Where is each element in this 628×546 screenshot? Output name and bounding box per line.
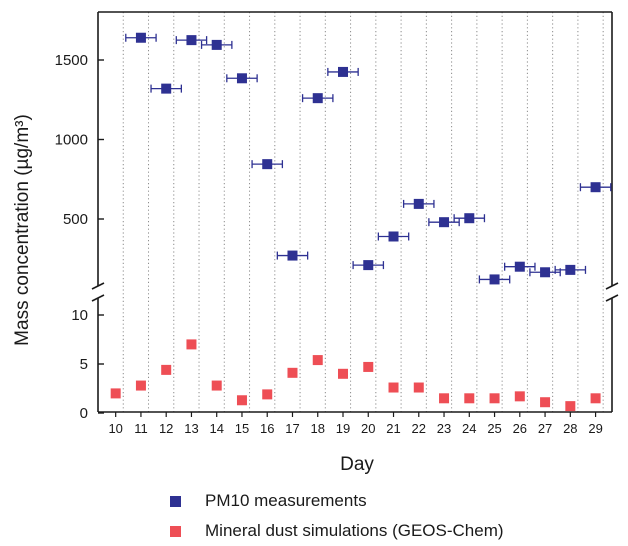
plot-frame (91, 11, 619, 413)
legend-item-pm10: PM10 measurements (170, 486, 504, 516)
y-tick-label: 10 (71, 307, 88, 324)
x-tick-label: 27 (538, 421, 552, 436)
dust-point (262, 389, 273, 400)
dust-point (540, 397, 551, 408)
data-marks (110, 32, 612, 412)
dust-point (287, 367, 298, 378)
pm10-point (211, 39, 222, 50)
y-tick-label: 500 (63, 211, 88, 228)
x-tick-label: 14 (209, 421, 223, 436)
axis-break-mark (91, 282, 105, 290)
pm10-point (590, 182, 601, 193)
x-axis-title: Day (340, 454, 374, 475)
x-tick-label: 17 (285, 421, 299, 436)
pm10-point (186, 35, 197, 46)
dust-point (363, 361, 374, 372)
legend-marker-dust (170, 525, 181, 537)
pm10-point (363, 260, 374, 271)
pm10-point (489, 274, 500, 285)
x-tick-label: 25 (487, 421, 501, 436)
dust-point (211, 380, 222, 391)
y-axis-ticks: 500 1000 1500 0 5 10 (55, 52, 104, 422)
legend-marker-pm10 (170, 495, 181, 507)
dust-point (186, 339, 197, 350)
dust-point (590, 393, 601, 404)
axis-break-mark (91, 294, 105, 302)
dust-point (439, 393, 450, 404)
x-tick-label: 22 (412, 421, 426, 436)
x-tick-label: 11 (134, 421, 148, 436)
y-tick-label: 1500 (55, 52, 88, 69)
pm10-point (287, 250, 298, 261)
x-tick-label: 21 (386, 421, 400, 436)
legend-label-pm10: PM10 measurements (205, 491, 367, 510)
pm10-point (565, 264, 576, 275)
dust-point (312, 355, 323, 366)
x-tick-label: 12 (159, 421, 173, 436)
chart-canvas: 500 1000 1500 0 5 10 10 11 12 13 14 15 16 17 18 19 20 21… (12, 11, 619, 475)
pm10-point (236, 73, 247, 84)
pm10-point (135, 32, 146, 43)
dust-point (161, 364, 172, 375)
pm10-point (464, 213, 475, 224)
vertical-gridlines (122, 12, 604, 412)
dust-point (338, 368, 349, 379)
x-tick-label: 18 (311, 421, 325, 436)
dust-point (413, 382, 424, 393)
series-pm10 (125, 32, 612, 285)
y-tick-label: 1000 (55, 132, 88, 149)
dust-point (489, 393, 500, 404)
dust-point (565, 401, 576, 412)
pm10-point (540, 267, 551, 278)
pm10-point (413, 198, 424, 209)
x-tick-label: 20 (361, 421, 375, 436)
pm10-point (338, 66, 349, 77)
pm10-point (439, 217, 450, 228)
pm10-point (388, 231, 399, 242)
pm10-point (514, 261, 525, 272)
y-tick-label: 0 (80, 405, 88, 422)
x-tick-label: 19 (336, 421, 350, 436)
dust-point (388, 382, 399, 393)
y-tick-label: 5 (80, 356, 88, 373)
legend-label-dust: Mineral dust simulations (GEOS-Chem) (205, 521, 504, 540)
x-tick-label: 29 (588, 421, 602, 436)
legend: PM10 measurements Mineral dust simulatio… (170, 486, 504, 546)
x-tick-label: 16 (260, 421, 274, 436)
x-tick-label: 10 (108, 421, 122, 436)
x-tick-label: 23 (437, 421, 451, 436)
dust-point (514, 391, 525, 402)
dust-point (236, 395, 247, 406)
pm10-point (161, 83, 172, 94)
x-tick-label: 26 (513, 421, 527, 436)
x-tick-label: 13 (184, 421, 198, 436)
dust-point (464, 393, 475, 404)
dust-point (135, 380, 146, 391)
axis-break-mark (605, 294, 619, 302)
x-tick-label: 24 (462, 421, 476, 436)
legend-item-dust: Mineral dust simulations (GEOS-Chem) (170, 516, 504, 546)
series-mineral-dust (110, 339, 601, 412)
pm10-point (262, 159, 273, 170)
dust-point (110, 388, 121, 399)
x-tick-label: 15 (235, 421, 249, 436)
y-axis-title: Mass concentration (µg/m³) (12, 114, 33, 346)
axis-break-mark (605, 282, 619, 290)
x-axis-ticks: 10 11 12 13 14 15 16 17 18 19 20 21 22 23 24 25 26 27 28 29 (108, 412, 603, 436)
pm10-point (312, 93, 323, 104)
x-tick-label: 28 (563, 421, 577, 436)
